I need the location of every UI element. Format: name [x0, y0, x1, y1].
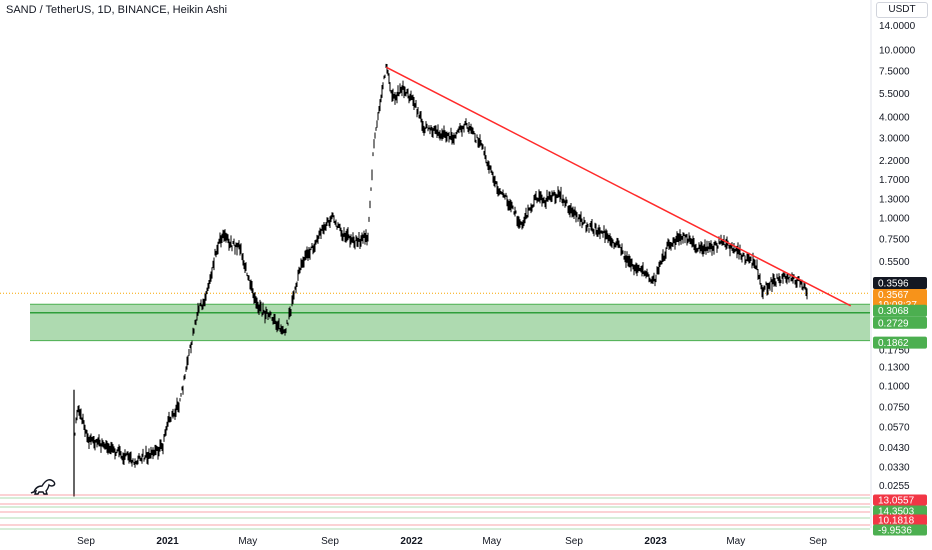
- y-tick-label: 1.0000: [879, 214, 910, 225]
- x-tick-label: Sep: [809, 536, 827, 547]
- y-tick-label: 4.0000: [879, 112, 910, 123]
- indicator-value-badge: 14.3503: [878, 507, 915, 518]
- x-tick-label: 2021: [156, 536, 179, 547]
- x-tick-label: 2023: [644, 536, 667, 547]
- y-tick-label: 0.0750: [879, 402, 910, 413]
- indicator-value-badge-bg: [873, 514, 927, 526]
- zone-mid-badge-bg: [873, 316, 927, 329]
- y-tick-label: 7.5000: [879, 66, 910, 77]
- indicator-value-badge: -9.9536: [878, 526, 912, 537]
- y-tick-label: 0.0255: [879, 481, 910, 492]
- chart-title: SAND / TetherUS, 1D, BINANCE, Heikin Ash…: [6, 4, 228, 16]
- zone-top-badge: 0.3068: [878, 306, 909, 317]
- y-tick-label: 0.0570: [879, 423, 910, 434]
- x-tick-label: Sep: [321, 536, 339, 547]
- indicator-value-badge-bg: [873, 524, 927, 536]
- previous-close-badge: 0.3596: [878, 279, 909, 290]
- candles-series: [74, 63, 808, 468]
- y-tick-label: 0.5500: [879, 257, 910, 268]
- x-tick-label: Sep: [77, 536, 95, 547]
- y-tick-label: 5.5000: [879, 89, 910, 100]
- y-tick-label: 0.0430: [879, 443, 910, 454]
- indicator-value-badge: 10.1818: [878, 516, 915, 527]
- x-tick-label: 2022: [400, 536, 423, 547]
- support-zone: [30, 304, 870, 341]
- y-tick-label: 0.1750: [879, 346, 910, 357]
- indicator-value-badge: 13.0557: [878, 496, 915, 507]
- indicator-value-badge-bg: [873, 494, 927, 506]
- zone-mid-badge: 0.2729: [878, 318, 909, 329]
- x-tick-label: Sep: [565, 536, 583, 547]
- x-tick-label: May: [726, 536, 745, 547]
- descending-trendline: [385, 66, 852, 307]
- x-tick-label: May: [238, 536, 257, 547]
- y-tick-label: 0.1000: [879, 382, 910, 393]
- y-tick-label: 10.0000: [879, 46, 916, 57]
- zone-bottom-badge: 0.1862: [878, 338, 909, 349]
- currency-unit-button[interactable]: USDT: [876, 2, 928, 18]
- y-tick-label: 1.7000: [879, 175, 910, 186]
- dinosaur-logo-icon: [30, 479, 56, 495]
- y-tick-label: 2.2000: [879, 156, 910, 167]
- y-tick-label: 14.0000: [879, 21, 916, 32]
- y-tick-label: 1.3000: [879, 194, 910, 205]
- zone-bottom-badge-bg: [873, 336, 927, 349]
- y-tick-label: 0.0330: [879, 462, 910, 473]
- zone-top-badge-bg: [873, 304, 927, 317]
- last-price-badge: 0.3567: [878, 290, 909, 301]
- y-tick-label: 0.1300: [879, 362, 910, 373]
- x-tick-label: May: [482, 536, 501, 547]
- previous-close-badge-bg: [873, 277, 927, 289]
- y-tick-label: 0.7500: [879, 234, 910, 245]
- indicator-value-badge-bg: [873, 505, 927, 517]
- y-tick-label: 3.0000: [879, 133, 910, 144]
